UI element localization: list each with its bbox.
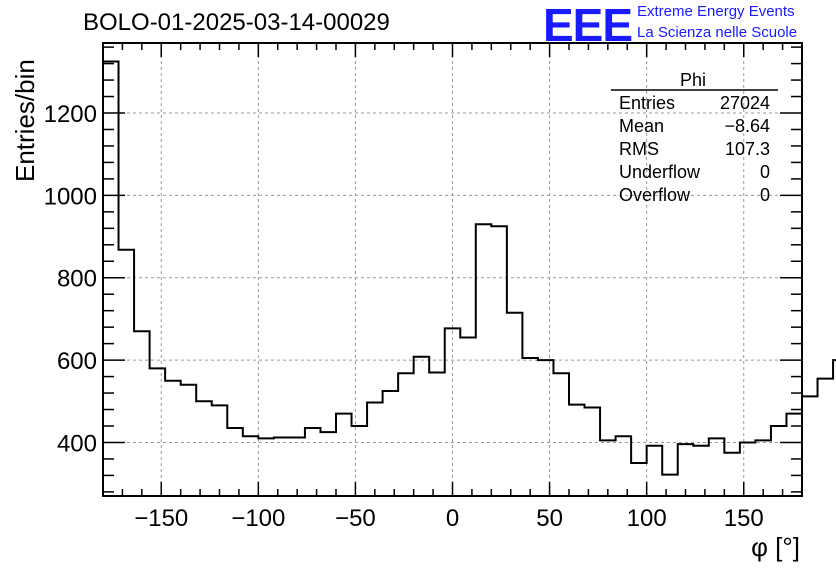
y-tick-label: 800 — [57, 266, 97, 293]
stats-label-rms: RMS — [619, 139, 659, 159]
stats-value-overflow: 0 — [759, 185, 770, 205]
x-tick-label: −100 — [231, 505, 285, 532]
y-axis-label: Entries/bin — [10, 59, 40, 182]
stats-label-entries: Entries — [619, 93, 676, 113]
eee-logo: EEE — [543, 0, 633, 51]
stats-value-underflow: 0 — [759, 162, 770, 182]
stats-value-entries: 27024 — [719, 93, 770, 113]
y-tick-label: 1000 — [44, 183, 97, 210]
stats-label-overflow: Overflow — [619, 185, 691, 205]
x-tick-label: 150 — [724, 505, 764, 532]
logo-line-1: Extreme Energy Events — [637, 3, 795, 20]
y-tick-label: 400 — [57, 430, 97, 457]
stats-label-mean: Mean — [619, 116, 665, 136]
stats-label-underflow: Underflow — [619, 162, 701, 182]
x-tick-label: −150 — [134, 505, 188, 532]
grid-lines — [103, 43, 802, 496]
x-tick-label: −50 — [335, 505, 376, 532]
logo-line-2: La Scienza nelle Scuole — [637, 24, 798, 41]
x-tick-label: 100 — [627, 505, 667, 532]
x-tick-label: 0 — [446, 505, 459, 532]
stats-title: Phi — [680, 70, 707, 90]
chart-title: BOLO-01-2025-03-14-00029 — [83, 9, 390, 36]
y-tick-label: 600 — [57, 348, 97, 375]
tick-labels: −150 −100 −50 0 50 100 150 400 600 800 1000 1200 — [44, 101, 764, 532]
stats-value-rms: 107.3 — [724, 139, 770, 159]
x-tick-label: 50 — [536, 505, 563, 532]
stats-value-mean: −8.64 — [724, 116, 770, 136]
y-tick-label: 1200 — [44, 101, 97, 128]
x-axis-label: φ [°] — [751, 532, 800, 562]
plot-frame — [102, 42, 803, 497]
histogram-line — [103, 60, 836, 476]
axis-ticks — [102, 43, 803, 496]
